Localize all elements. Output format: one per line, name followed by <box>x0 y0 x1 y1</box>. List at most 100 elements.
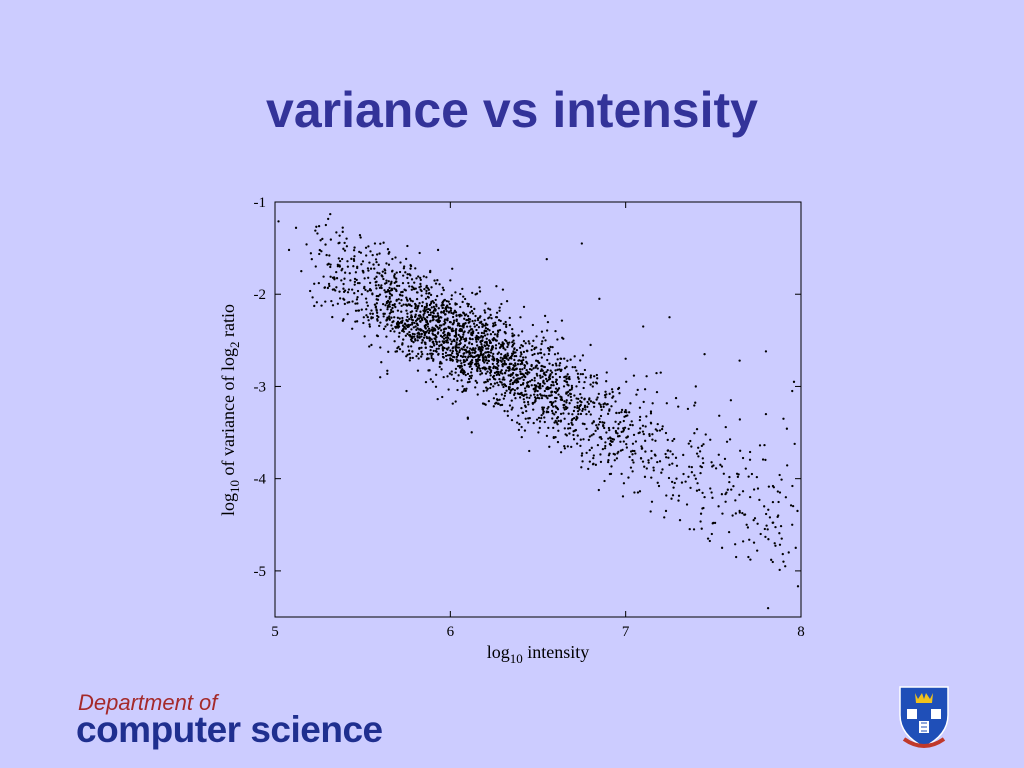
data-point <box>469 365 472 368</box>
data-point <box>382 327 386 331</box>
data-point <box>515 367 518 370</box>
data-point <box>335 270 338 274</box>
data-point <box>418 302 421 305</box>
data-point <box>763 505 766 508</box>
data-point <box>611 390 614 394</box>
data-point <box>734 512 737 515</box>
data-point <box>385 262 388 265</box>
data-point <box>785 427 789 430</box>
data-point <box>413 335 416 338</box>
data-point <box>399 294 402 297</box>
data-point <box>353 246 356 249</box>
data-point <box>346 265 350 268</box>
data-point <box>522 350 526 354</box>
data-point <box>369 312 372 315</box>
data-point <box>474 358 478 362</box>
data-point <box>420 332 423 336</box>
data-point <box>441 303 444 306</box>
data-point <box>512 339 515 342</box>
data-point <box>409 323 412 327</box>
data-point <box>420 304 424 308</box>
data-point <box>498 328 502 332</box>
data-point <box>420 341 423 344</box>
data-point <box>526 421 530 424</box>
data-point <box>694 401 697 404</box>
data-point <box>523 401 526 404</box>
data-point <box>550 390 553 393</box>
data-point <box>713 521 717 525</box>
data-point <box>522 382 525 385</box>
data-point <box>341 257 344 261</box>
data-point <box>541 394 544 397</box>
data-point <box>470 431 473 434</box>
data-point <box>454 328 458 331</box>
data-point <box>435 303 438 306</box>
data-point <box>600 408 603 411</box>
data-point <box>353 277 357 281</box>
data-point <box>371 253 374 257</box>
data-point <box>470 328 473 331</box>
data-point <box>579 393 582 396</box>
data-point <box>435 342 438 346</box>
data-point <box>693 404 696 407</box>
data-point <box>369 250 372 253</box>
data-point <box>487 307 490 310</box>
data-point <box>485 337 488 340</box>
data-point <box>395 350 399 353</box>
data-point <box>560 319 564 322</box>
data-point <box>516 386 519 390</box>
data-point <box>459 305 462 309</box>
data-point <box>576 434 579 437</box>
data-point <box>454 348 458 352</box>
data-point <box>397 345 400 349</box>
data-point <box>559 357 562 360</box>
data-point <box>791 484 794 488</box>
data-point <box>728 475 731 479</box>
data-point <box>497 358 500 362</box>
data-point <box>642 325 645 328</box>
data-point <box>650 457 653 460</box>
data-point <box>610 405 613 408</box>
data-point <box>509 391 512 394</box>
data-point <box>535 418 539 421</box>
data-point <box>752 541 756 544</box>
data-point <box>405 324 408 327</box>
data-point <box>594 463 598 466</box>
data-point <box>341 226 344 229</box>
data-point <box>521 368 524 371</box>
data-point <box>687 442 690 445</box>
data-point <box>464 355 467 359</box>
data-point <box>626 435 629 438</box>
data-point <box>416 339 419 342</box>
department-label: Department of <box>78 690 218 715</box>
data-point <box>558 361 562 365</box>
data-point <box>423 325 427 328</box>
data-point <box>345 237 348 240</box>
data-point <box>409 274 412 277</box>
data-point <box>634 440 638 443</box>
data-point <box>454 291 457 294</box>
data-point <box>650 449 653 453</box>
data-point <box>550 371 554 374</box>
data-point <box>385 279 388 282</box>
data-point <box>354 271 358 274</box>
data-point <box>351 327 354 330</box>
data-point <box>562 403 565 407</box>
data-point <box>450 373 453 376</box>
data-point <box>483 344 486 347</box>
data-point <box>377 315 380 319</box>
data-point <box>510 378 513 382</box>
data-point <box>607 437 610 440</box>
data-point <box>508 356 511 360</box>
data-point <box>565 399 568 402</box>
data-point <box>672 486 675 489</box>
data-point <box>388 315 391 318</box>
data-point <box>391 327 394 330</box>
data-point <box>373 277 376 280</box>
data-point <box>375 287 378 290</box>
data-point <box>690 471 694 474</box>
data-point <box>412 286 415 289</box>
data-point <box>410 318 413 321</box>
data-point <box>620 410 623 414</box>
data-point <box>596 377 599 380</box>
